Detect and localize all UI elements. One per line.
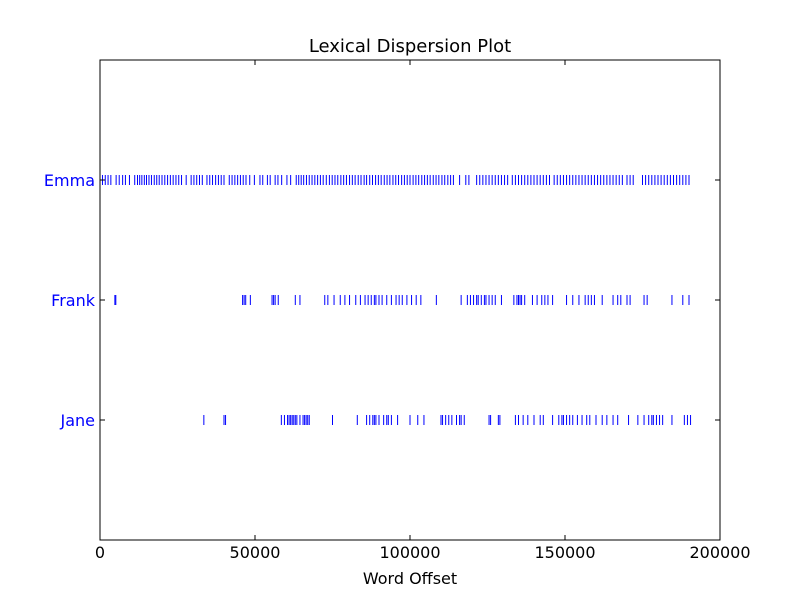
axes-layer: 0 50000 100000 150000 200000 Emma Frank Jane bbox=[44, 60, 751, 562]
series-emma bbox=[99, 175, 690, 185]
y-tick-label-emma: Emma bbox=[44, 171, 95, 190]
x-tick-label: 150000 bbox=[534, 543, 595, 562]
y-tick-label-frank: Frank bbox=[51, 291, 96, 310]
series-frank bbox=[114, 295, 690, 305]
x-tick-label: 200000 bbox=[689, 543, 750, 562]
y-tick-label-jane: Jane bbox=[59, 411, 95, 430]
plot-frame bbox=[99, 59, 721, 541]
x-tick-label: 50000 bbox=[230, 543, 281, 562]
series-jane bbox=[203, 415, 692, 425]
x-tick-label: 0 bbox=[95, 543, 105, 562]
x-tick-label: 100000 bbox=[379, 543, 440, 562]
x-axis-label: Word Offset bbox=[363, 569, 457, 588]
chart-title: Lexical Dispersion Plot bbox=[309, 36, 511, 57]
marks-layer bbox=[99, 175, 692, 425]
